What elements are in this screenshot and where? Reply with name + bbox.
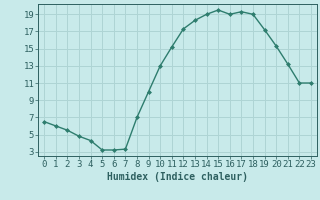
X-axis label: Humidex (Indice chaleur): Humidex (Indice chaleur) — [107, 172, 248, 182]
